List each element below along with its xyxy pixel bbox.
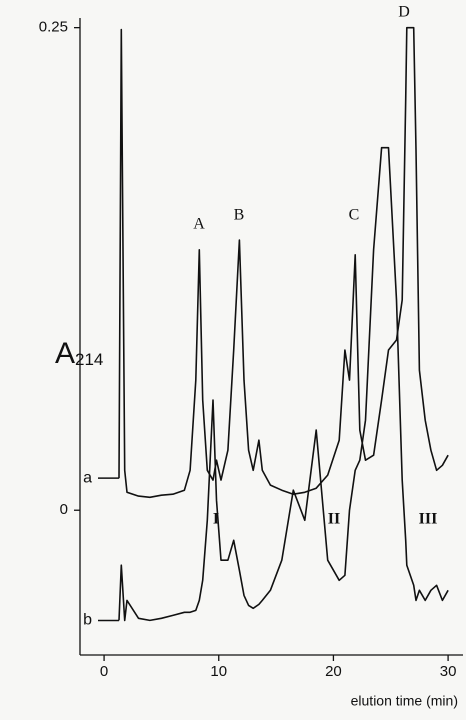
y-tick-label: 0.25 <box>39 19 68 36</box>
x-tick-label: 20 <box>325 663 342 680</box>
series-label: b <box>83 612 92 629</box>
peak-label: C <box>349 207 360 224</box>
y-label-sub: 214 <box>75 350 103 369</box>
peak-label: II <box>328 511 340 528</box>
peak-label: I <box>213 511 219 528</box>
x-axis-label: elution time (min) <box>351 693 458 709</box>
x-tick-label: 30 <box>440 663 457 680</box>
peak-label: B <box>234 207 245 224</box>
peak-label: D <box>398 4 410 21</box>
peak-label: A <box>193 216 205 233</box>
y-tick-label: 0 <box>60 501 68 518</box>
series-label: a <box>83 469 92 486</box>
y-axis-label: A214 <box>55 337 103 370</box>
trace <box>118 146 449 622</box>
x-tick-label: 0 <box>100 663 108 680</box>
y-label-main: A <box>55 337 75 370</box>
trace <box>118 26 449 499</box>
x-tick-label: 10 <box>210 663 227 680</box>
peak-label: III <box>419 511 438 528</box>
